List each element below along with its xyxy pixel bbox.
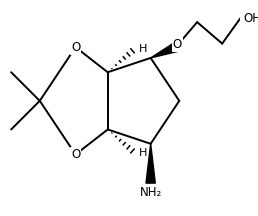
Polygon shape — [151, 43, 178, 58]
Text: H: H — [139, 148, 147, 158]
Text: NH₂: NH₂ — [140, 186, 162, 199]
Text: H: H — [139, 44, 147, 54]
Text: O: O — [71, 148, 80, 161]
Polygon shape — [146, 144, 155, 183]
Text: OH: OH — [243, 12, 258, 25]
Text: O: O — [71, 41, 80, 54]
Text: O: O — [173, 38, 182, 51]
